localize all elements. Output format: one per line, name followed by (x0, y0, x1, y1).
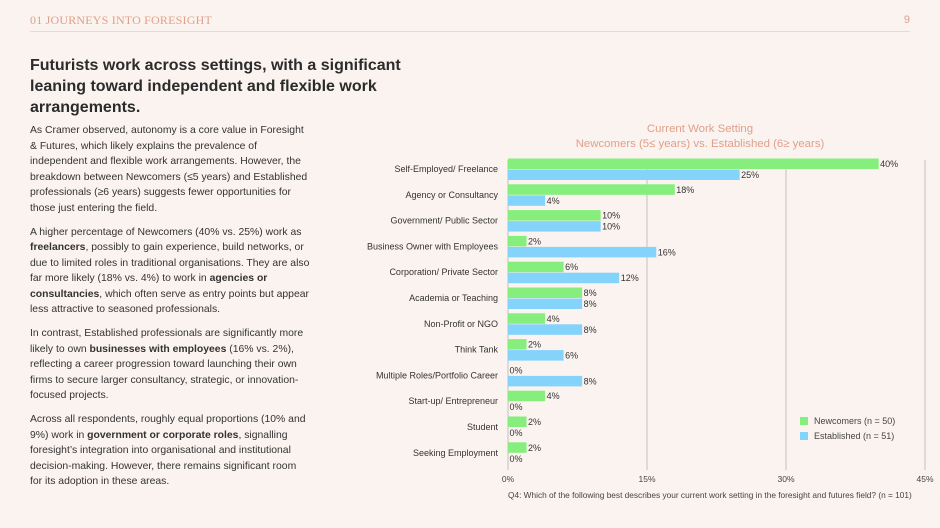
bar-established-self-employed-freelance (508, 169, 740, 180)
p2-text-a: A higher percentage of Newcomers (40% vs… (30, 226, 302, 238)
category-label-business-owner-with-employees: Business Owner with Employees (367, 241, 499, 251)
category-label-government-public-sector: Government/ Public Sector (390, 216, 498, 226)
value-label-established-multiple-roles-portfolio-career: 8% (584, 376, 597, 386)
bar-established-government-public-sector (508, 221, 601, 232)
bar-newcomers-business-owner-with-employees (508, 235, 527, 247)
category-label-seeking-employment: Seeking Employment (413, 448, 499, 458)
bar-newcomers-agency-or-consultancy (508, 184, 675, 195)
legend-label-newcomers: Newcomers (n = 50) (814, 416, 896, 426)
chart-title: Current Work Setting (646, 123, 754, 135)
value-label-established-start-up-entrepreneur: 0% (510, 402, 523, 412)
bar-established-think-tank (508, 350, 564, 361)
x-tick-label-15: 15% (638, 474, 655, 484)
value-label-newcomers-start-up-entrepreneur: 4% (547, 391, 560, 401)
value-label-newcomers-non-profit-or-ngo: 4% (547, 314, 560, 324)
value-label-established-seeking-employment: 0% (510, 454, 523, 464)
legend-swatch-newcomers (800, 417, 808, 425)
value-label-newcomers-corporation-private-sector: 6% (565, 262, 578, 272)
value-label-established-agency-or-consultancy: 4% (547, 196, 560, 206)
header-divider (30, 31, 910, 32)
bar-established-corporation-private-sector (508, 272, 620, 284)
value-label-established-think-tank: 6% (565, 351, 578, 361)
value-label-established-academia-or-teaching: 8% (584, 299, 597, 309)
bar-newcomers-start-up-entrepreneur (508, 390, 546, 402)
category-label-corporation-private-sector: Corporation/ Private Sector (389, 267, 498, 277)
bar-newcomers-seeking-employment (508, 442, 527, 453)
value-label-established-government-public-sector: 10% (602, 222, 620, 232)
value-label-established-non-profit-or-ngo: 8% (584, 325, 597, 335)
category-label-think-tank: Think Tank (455, 345, 499, 355)
p4-bold-government: government or corporate roles (87, 429, 239, 441)
value-label-newcomers-government-public-sector: 10% (602, 211, 620, 221)
paragraph-2: A higher percentage of Newcomers (40% vs… (30, 225, 310, 318)
p3-text-c: (16% vs. 2%), reflecting a career progre… (30, 343, 299, 402)
bar-newcomers-academia-or-teaching (508, 287, 583, 298)
value-label-established-business-owner-with-employees: 16% (658, 247, 676, 257)
category-label-multiple-roles-portfolio-career: Multiple Roles/Portfolio Career (376, 370, 498, 380)
legend-label-established: Established (n = 51) (814, 431, 895, 441)
value-label-newcomers-student: 2% (528, 417, 541, 427)
value-label-newcomers-think-tank: 2% (528, 340, 541, 350)
value-label-newcomers-agency-or-consultancy: 18% (676, 185, 694, 195)
bar-newcomers-government-public-sector (508, 210, 601, 221)
bar-established-agency-or-consultancy (508, 195, 546, 206)
page-number: 9 (903, 14, 910, 26)
bar-established-academia-or-teaching (508, 298, 583, 309)
bar-newcomers-self-employed-freelance (508, 158, 879, 169)
chart-legend: Newcomers (n = 50) Established (n = 51) (800, 415, 895, 445)
bar-established-business-owner-with-employees (508, 246, 657, 258)
p2-bold-freelancers: freelancers (30, 242, 86, 253)
page-headline: Futurists work across settings, with a s… (30, 57, 401, 116)
x-tick-label-30: 30% (777, 474, 794, 484)
chart-subtitle: Newcomers (5≤ years) vs. Established (6≥… (575, 138, 825, 150)
p3-text-a: In contrast, Established professionals a… (30, 328, 304, 355)
value-label-newcomers-seeking-employment: 2% (528, 443, 541, 453)
p2-bold-agencies: agencies or consultancies (30, 273, 268, 300)
value-label-newcomers-multiple-roles-portfolio-career: 0% (510, 365, 523, 375)
category-label-academia-or-teaching: Academia or Teaching (409, 293, 498, 303)
value-label-newcomers-self-employed-freelance: 40% (880, 159, 898, 169)
bar-newcomers-corporation-private-sector (508, 261, 564, 273)
legend-item-established: Established (n = 51) (800, 430, 895, 442)
category-label-agency-or-consultancy: Agency or Consultancy (405, 190, 498, 200)
category-label-student: Student (467, 422, 499, 432)
value-label-established-corporation-private-sector: 12% (621, 273, 639, 283)
category-label-start-up-entrepreneur: Start-up/ Entrepreneur (408, 396, 498, 406)
bar-newcomers-student (508, 416, 527, 427)
x-tick-label-45: 45% (916, 474, 933, 484)
category-label-self-employed-freelance: Self-Employed/ Freelance (394, 164, 498, 174)
value-label-established-self-employed-freelance: 25% (741, 170, 759, 180)
p3-bold-businesses: businesses with employees (89, 343, 227, 355)
value-label-newcomers-business-owner-with-employees: 2% (528, 236, 541, 246)
bar-established-multiple-roles-portfolio-career (508, 375, 583, 387)
paragraph-3: In contrast, Established professionals a… (30, 326, 310, 404)
bar-newcomers-non-profit-or-ngo (508, 313, 546, 324)
body-text: As Cramer observed, autonomy is a core v… (30, 123, 310, 498)
paragraph-1: As Cramer observed, autonomy is a core v… (30, 125, 308, 214)
p2-text-e: , which often serve as entry points but … (30, 288, 309, 316)
x-tick-label-0: 0% (502, 474, 515, 484)
value-label-established-student: 0% (510, 428, 523, 438)
paragraph-4: Across all respondents, roughly equal pr… (30, 412, 310, 490)
p4-text-a: Across all respondents, roughly equal pr… (30, 414, 306, 441)
chart-footnote: Q4: Which of the following best describe… (508, 490, 912, 500)
p4-text-c: , signalling foresight’s integration int… (30, 429, 297, 488)
p2-text-c: , possibly to gain experience, build net… (30, 242, 310, 284)
bar-established-non-profit-or-ngo (508, 324, 583, 335)
section-title: 01 JOURNEYS INTO FORESIGHT (30, 13, 212, 27)
bar-newcomers-think-tank (508, 339, 527, 350)
value-label-newcomers-academia-or-teaching: 8% (584, 288, 597, 298)
legend-swatch-established (800, 432, 808, 440)
category-label-non-profit-or-ngo: Non-Profit or NGO (424, 319, 498, 329)
legend-item-newcomers: Newcomers (n = 50) (800, 415, 895, 427)
